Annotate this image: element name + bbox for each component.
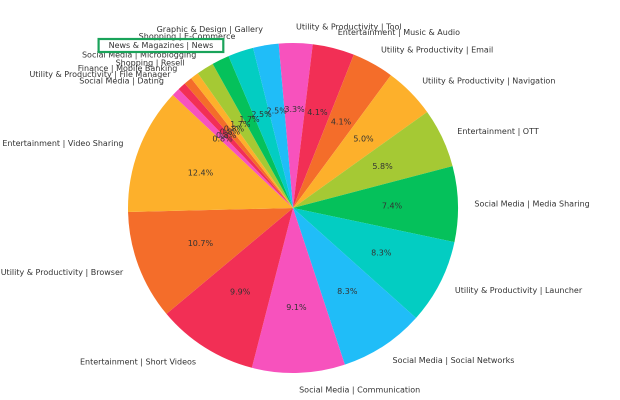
category-label-finance-mobile-banking: Finance | Mobile Banking: [78, 64, 178, 73]
percent-label-entertainment-short-videos: 9.9%: [230, 288, 251, 297]
category-label-entertainment-short-videos: Entertainment | Short Videos: [80, 358, 196, 367]
pie-slice-entertainment-short-videos: [166, 208, 293, 368]
percent-label-graphic-and-design-gallery: 2.5%: [267, 106, 288, 115]
percent-label-shopping-e-commerce: 2.5%: [251, 110, 272, 119]
pie-slice-finance-mobile-banking: [184, 78, 293, 208]
category-label-utility-and-productivity-file-manager: Utility & Productivity | File Manager: [29, 70, 171, 79]
pie-slice-social-media-communication: [251, 208, 345, 374]
pie-slice-shopping-e-commerce: [228, 47, 293, 209]
category-label-graphic-and-design-gallery: Graphic & Design | Gallery: [157, 25, 264, 34]
category-label-entertainment-ott: Entertainment | OTT: [457, 127, 539, 136]
category-label-utility-and-productivity-navigation: Utility & Productivity | Navigation: [422, 77, 555, 86]
pie-slice-utility-and-productivity-file-manager: [178, 83, 293, 208]
percent-label-entertainment-ott: 5.8%: [372, 162, 393, 171]
percent-label-entertainment-music-and-audio: 4.1%: [307, 108, 328, 117]
pie-slice-utility-and-productivity-navigation: [293, 75, 428, 208]
percent-label-social-media-communication: 9.1%: [286, 303, 307, 312]
category-label-social-media-dating: Social Media | Dating: [79, 76, 164, 85]
percent-label-shopping-resell: 0.8%: [224, 125, 245, 134]
percent-label-social-media-microblogging: 1.7%: [230, 120, 251, 129]
pie-slice-news-and-magazines-news: [212, 56, 293, 209]
pie-slice-social-media-dating: [172, 89, 293, 208]
category-labels: Utility & Productivity | ToolEntertainme…: [1, 23, 590, 395]
percent-label-utility-and-productivity-browser: 10.7%: [188, 239, 214, 248]
category-label-social-media-communication: Social Media | Communication: [299, 385, 420, 394]
category-label-shopping-e-commerce: Shopping | E-Commerce: [139, 32, 236, 41]
highlight-layer: [97, 37, 225, 54]
percent-label-utility-and-productivity-tool: 3.3%: [284, 105, 305, 114]
pie-slice-social-media-media-sharing: [293, 166, 458, 243]
category-label-utility-and-productivity-email: Utility & Productivity | Email: [381, 45, 493, 54]
percent-label-utility-and-productivity-launcher: 8.3%: [371, 249, 392, 258]
pie-slices: [128, 43, 458, 374]
pie-slice-social-media-social-networks: [293, 208, 416, 365]
category-label-social-media-media-sharing: Social Media | Media Sharing: [474, 200, 589, 209]
percent-label-entertainment-video-sharing: 12.4%: [188, 169, 214, 178]
pie-slice-shopping-resell: [191, 73, 293, 209]
category-label-shopping-resell: Shopping | Resell: [116, 58, 185, 67]
pie-slice-social-media-microblogging: [197, 63, 293, 208]
pie-slice-utility-and-productivity-email: [293, 54, 391, 208]
percent-label-social-media-dating: 0.8%: [212, 134, 233, 143]
pie-slice-utility-and-productivity-launcher: [293, 208, 455, 318]
highlight-box: [97, 37, 225, 54]
category-label-social-media-social-networks: Social Media | Social Networks: [393, 356, 515, 365]
category-label-entertainment-music-and-audio: Entertainment | Music & Audio: [338, 28, 460, 37]
category-label-social-media-microblogging: Social Media | Microblogging: [82, 50, 196, 59]
category-label-utility-and-productivity-launcher: Utility & Productivity | Launcher: [455, 286, 583, 295]
percent-label-utility-and-productivity-navigation: 5.0%: [353, 135, 374, 144]
pie-slice-utility-and-productivity-tool: [278, 43, 313, 208]
category-label-news-and-magazines-news: News & Magazines | News: [109, 41, 214, 50]
percent-label-social-media-media-sharing: 7.4%: [382, 202, 403, 211]
percent-label-utility-and-productivity-file-manager: 0.8%: [216, 131, 237, 140]
category-label-entertainment-video-sharing: Entertainment | Video Sharing: [2, 139, 123, 148]
pie-slice-entertainment-music-and-audio: [293, 44, 354, 208]
percent-label-finance-mobile-banking: 0.8%: [220, 128, 241, 137]
pie-slice-utility-and-productivity-browser: [128, 208, 293, 314]
percent-label-news-and-magazines-news: 1.7%: [239, 115, 260, 124]
percent-labels: 3.3% 4.1%4.1%5.0%5.8%7.4%8.3%8.3%9.1%9.9%…: [188, 105, 403, 312]
percent-label-utility-and-productivity-email: 4.1%: [331, 117, 352, 126]
pie-slice-graphic-and-design-gallery: [253, 43, 293, 208]
pie-slice-entertainment-video-sharing: [128, 94, 293, 213]
pie-slice-entertainment-ott: [293, 111, 453, 208]
category-label-utility-and-productivity-browser: Utility & Productivity | Browser: [1, 268, 124, 277]
category-label-utility-and-productivity-tool: Utility & Productivity | Tool: [296, 23, 402, 32]
percent-label-social-media-social-networks: 8.3%: [337, 287, 358, 296]
